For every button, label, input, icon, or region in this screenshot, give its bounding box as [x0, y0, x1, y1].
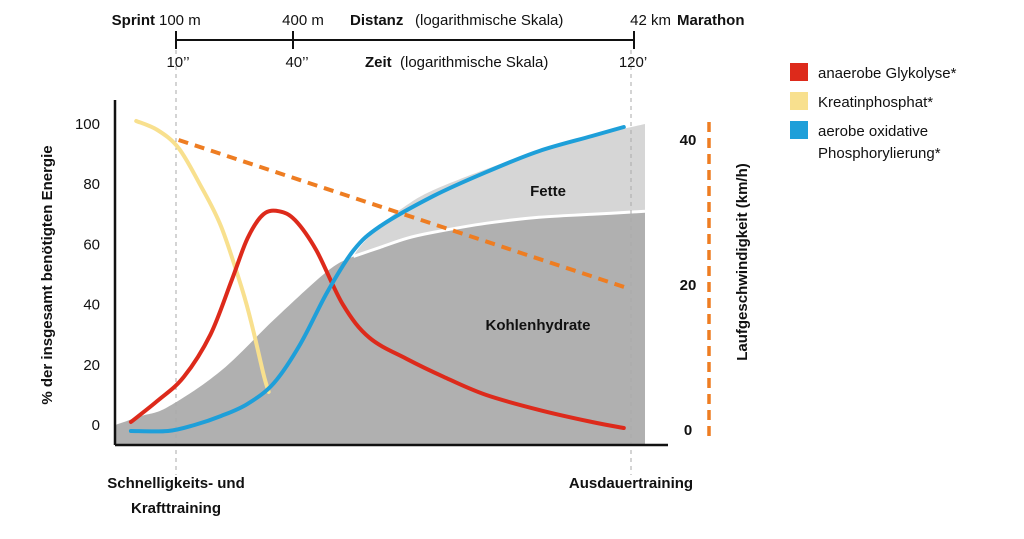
series-line-1 [134, 118, 271, 394]
distance-left-label: Sprint [112, 12, 155, 29]
distance-right-value: 42 km [630, 12, 671, 29]
boundary-line-kohlenhydrate [353, 209, 646, 258]
speed-line [177, 138, 630, 291]
legend-label-0: anaerobe Glykolyse* [818, 65, 957, 82]
y-left-tick-label: 60 [83, 236, 100, 253]
legend-swatch-0 [790, 63, 808, 81]
y-left-tick-label: 40 [83, 297, 100, 314]
distance-axis-title-rest: (logarithmische Skala) [415, 12, 563, 29]
y-right-tick-label: 40 [680, 132, 697, 149]
legend: anaerobe Glykolyse* Kreatinphosphat* aerob… [790, 63, 957, 162]
areas-layer [115, 124, 646, 445]
series-line-0 [128, 208, 626, 430]
legend-label-1: Kreatinphosphat* [818, 94, 933, 111]
area-fette [342, 124, 645, 296]
y-left-ticks: 0 20 40 60 80 100 [75, 116, 100, 434]
area-label-kohlenhydrate: Kohlenhydrate [485, 317, 590, 334]
time-axis-title: Zeit [365, 54, 392, 71]
area-kohlenhydrate [115, 211, 645, 445]
y-left-tick-label: 80 [83, 176, 100, 193]
time-axis-title-rest: (logarithmische Skala) [400, 54, 548, 71]
distance-mid-value: 400 m [282, 12, 324, 29]
area-label-fette: Fette [530, 183, 566, 200]
y-left-axis-label: % der insgesamt benötigten Energie [39, 145, 56, 404]
x-left-label-line2: Krafttraining [131, 500, 221, 517]
distance-axis-title: Distanz [350, 12, 403, 29]
legend-label-2: aerobe oxidative Phosphorylierung* [818, 123, 941, 162]
legend-swatch-1 [790, 92, 808, 110]
time-tick-120m: 120’ [619, 54, 647, 71]
x-right-label: Ausdauertraining [569, 475, 693, 492]
distance-left-value: 100 m [159, 12, 201, 29]
x-left-label-line1: Schnelligkeits- und [107, 475, 245, 492]
y-right-tick-label: 20 [680, 277, 697, 294]
y-left-tick-label: 20 [83, 357, 100, 374]
y-right-ticks: 0 20 40 [680, 132, 697, 439]
y-left-tick-label: 100 [75, 116, 100, 133]
series-line-2 [128, 125, 626, 434]
time-tick-40s: 40’’ [285, 54, 308, 71]
time-tick-10s: 10’’ [166, 54, 189, 71]
legend-swatch-2 [790, 121, 808, 139]
y-right-tick-label: 0 [684, 422, 692, 439]
distance-right-label: Marathon [677, 12, 745, 29]
series-layer [128, 118, 630, 434]
y-right-axis-label: Laufgeschwindigkeit (km/h) [734, 163, 751, 361]
y-left-tick-label: 0 [92, 417, 100, 434]
